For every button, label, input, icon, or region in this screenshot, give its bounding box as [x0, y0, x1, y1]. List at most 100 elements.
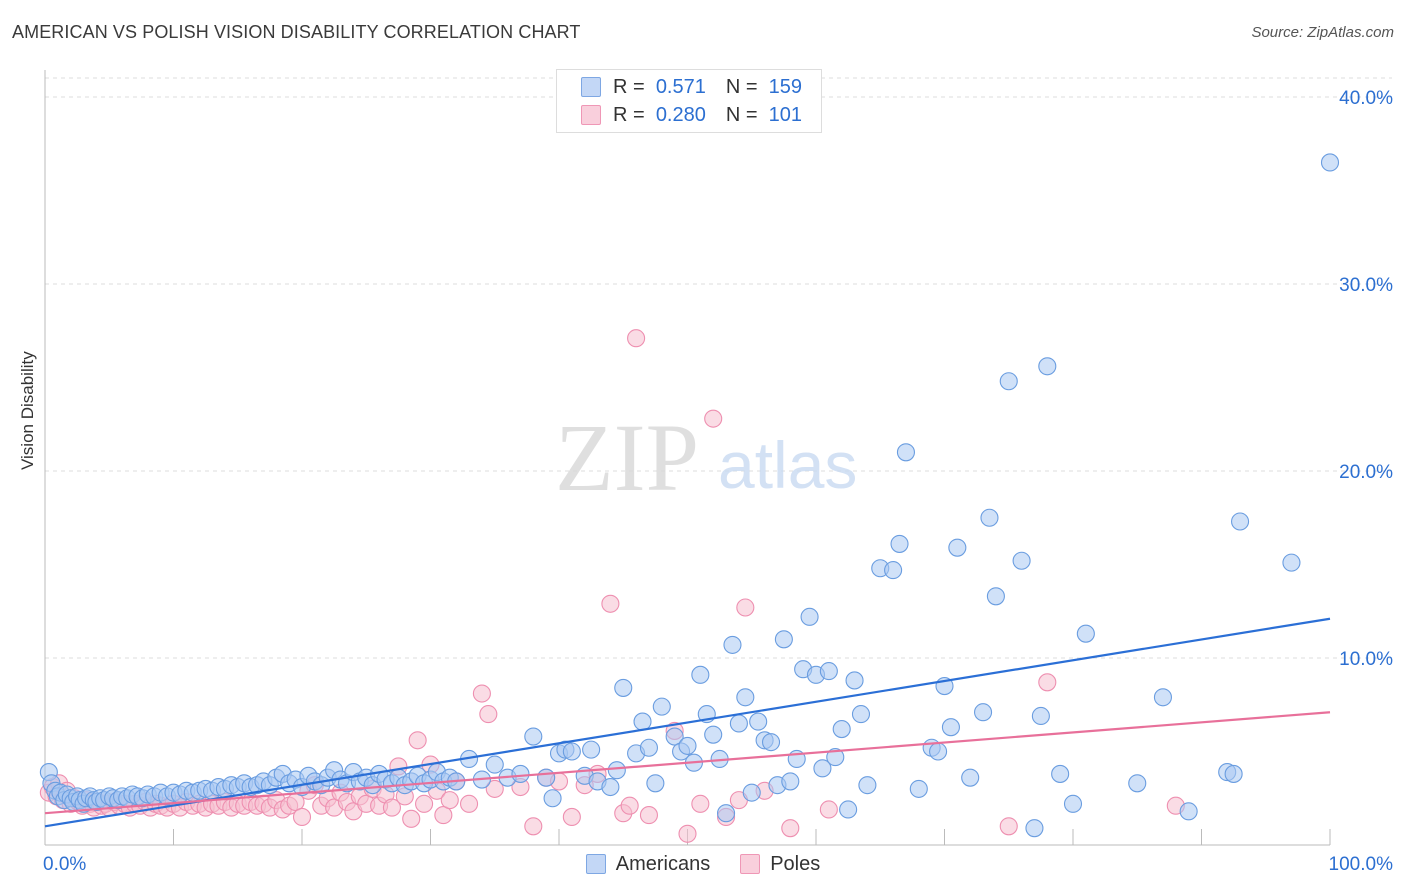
poles-point	[736, 598, 755, 617]
legend-row-americans: R = 0.571 N = 159	[581, 74, 802, 100]
americans-point	[652, 697, 671, 716]
legend-row-poles: R = 0.280 N = 101	[581, 102, 802, 128]
poles-point	[408, 731, 427, 750]
poles-trend-line	[44, 711, 1331, 815]
poles-point	[524, 817, 543, 836]
poles-point	[485, 779, 504, 798]
americans-point	[1051, 764, 1070, 783]
poles-point	[415, 794, 434, 813]
series-americans	[39, 153, 1340, 838]
poles-point	[678, 824, 697, 843]
americans-point	[742, 783, 761, 802]
poles-point	[479, 705, 498, 724]
x-tick-label-min: 0.0%	[43, 854, 86, 875]
chart-title: AMERICAN VS POLISH VISION DISABILITY COR…	[12, 22, 581, 42]
americans-point	[909, 779, 928, 798]
americans-point	[896, 443, 916, 462]
americans-trend-line	[44, 617, 1331, 828]
x-tick-labels: 0.0% 100.0%	[43, 854, 1393, 875]
americans-point	[761, 733, 781, 752]
source-label: Source: ZipAtlas.com	[1251, 24, 1394, 41]
americans-legend-swatch	[585, 854, 606, 874]
legend-item-americans: Americans	[585, 852, 711, 876]
americans-point	[774, 630, 793, 649]
americans-point	[986, 587, 1005, 606]
americans-point	[723, 635, 742, 654]
axes	[44, 70, 1331, 846]
americans-point	[1025, 819, 1044, 838]
poles-point	[999, 817, 1018, 836]
americans-point	[826, 748, 845, 767]
americans-point	[511, 764, 530, 783]
r-label: R =	[613, 75, 645, 98]
americans-point	[582, 740, 601, 759]
americans-point	[665, 727, 684, 746]
americans-point	[941, 718, 960, 737]
y-tick-label: 20.0%	[1339, 462, 1393, 483]
poles-point	[402, 809, 421, 828]
poles-point	[440, 791, 459, 810]
americans-point	[704, 725, 723, 744]
americans-point	[1128, 774, 1147, 793]
americans-legend-label: Americans	[615, 852, 711, 875]
americans-point	[948, 538, 967, 557]
americans-point	[819, 662, 838, 681]
poles-point	[562, 807, 581, 827]
americans-point	[1012, 551, 1031, 570]
americans-swatch	[581, 77, 601, 97]
poles-n-value: 101	[768, 103, 802, 126]
americans-point	[1320, 153, 1340, 172]
gridlines	[45, 77, 1392, 659]
americans-point	[890, 534, 909, 553]
poles-point	[292, 807, 312, 827]
americans-point	[691, 665, 710, 684]
americans-point	[999, 372, 1018, 391]
poles-r-value: 0.280	[655, 103, 706, 126]
americans-point	[800, 607, 819, 626]
x-tick-label-max: 100.0%	[1329, 854, 1394, 875]
americans-point	[1282, 553, 1301, 572]
poles-point	[472, 684, 491, 703]
poles-point	[1038, 673, 1057, 692]
poles-point	[781, 819, 800, 838]
poles-point	[601, 594, 620, 613]
americans-point	[1224, 764, 1243, 783]
stats-legend: R = 0.571 N = 159 R = 0.280 N = 101	[556, 69, 822, 133]
americans-point	[646, 774, 665, 793]
americans-point	[1063, 794, 1083, 813]
americans-point	[858, 776, 877, 795]
americans-point	[729, 714, 748, 733]
watermark-zip: ZIP	[555, 404, 699, 511]
legend-item-poles: Poles	[740, 853, 820, 876]
poles-point	[459, 794, 479, 813]
poles-point	[691, 794, 710, 813]
americans-point	[716, 804, 736, 823]
americans-point	[884, 561, 903, 580]
americans-point	[601, 777, 620, 797]
americans-point	[537, 768, 556, 787]
americans-r-value: 0.571	[655, 75, 706, 98]
americans-point	[524, 727, 543, 746]
americans-point	[1231, 512, 1250, 531]
watermark: ZIP atlas	[555, 404, 857, 511]
poles-point	[704, 409, 723, 428]
americans-point	[929, 742, 948, 761]
americans-point	[639, 738, 659, 757]
americans-point	[543, 789, 562, 808]
americans-point	[678, 736, 697, 755]
poles-legend-label: Poles	[770, 852, 821, 875]
americans-point	[961, 768, 980, 787]
poles-legend-swatch	[740, 854, 761, 874]
americans-point	[607, 761, 626, 780]
poles-point	[434, 806, 453, 825]
americans-point	[973, 703, 993, 722]
n-label: N =	[725, 103, 758, 126]
americans-point	[614, 678, 633, 697]
americans-point	[980, 508, 999, 527]
trend-lines	[44, 617, 1331, 828]
poles-swatch	[581, 105, 601, 125]
poles-point	[620, 796, 639, 815]
americans-point	[832, 720, 851, 739]
poles-point	[819, 800, 838, 819]
